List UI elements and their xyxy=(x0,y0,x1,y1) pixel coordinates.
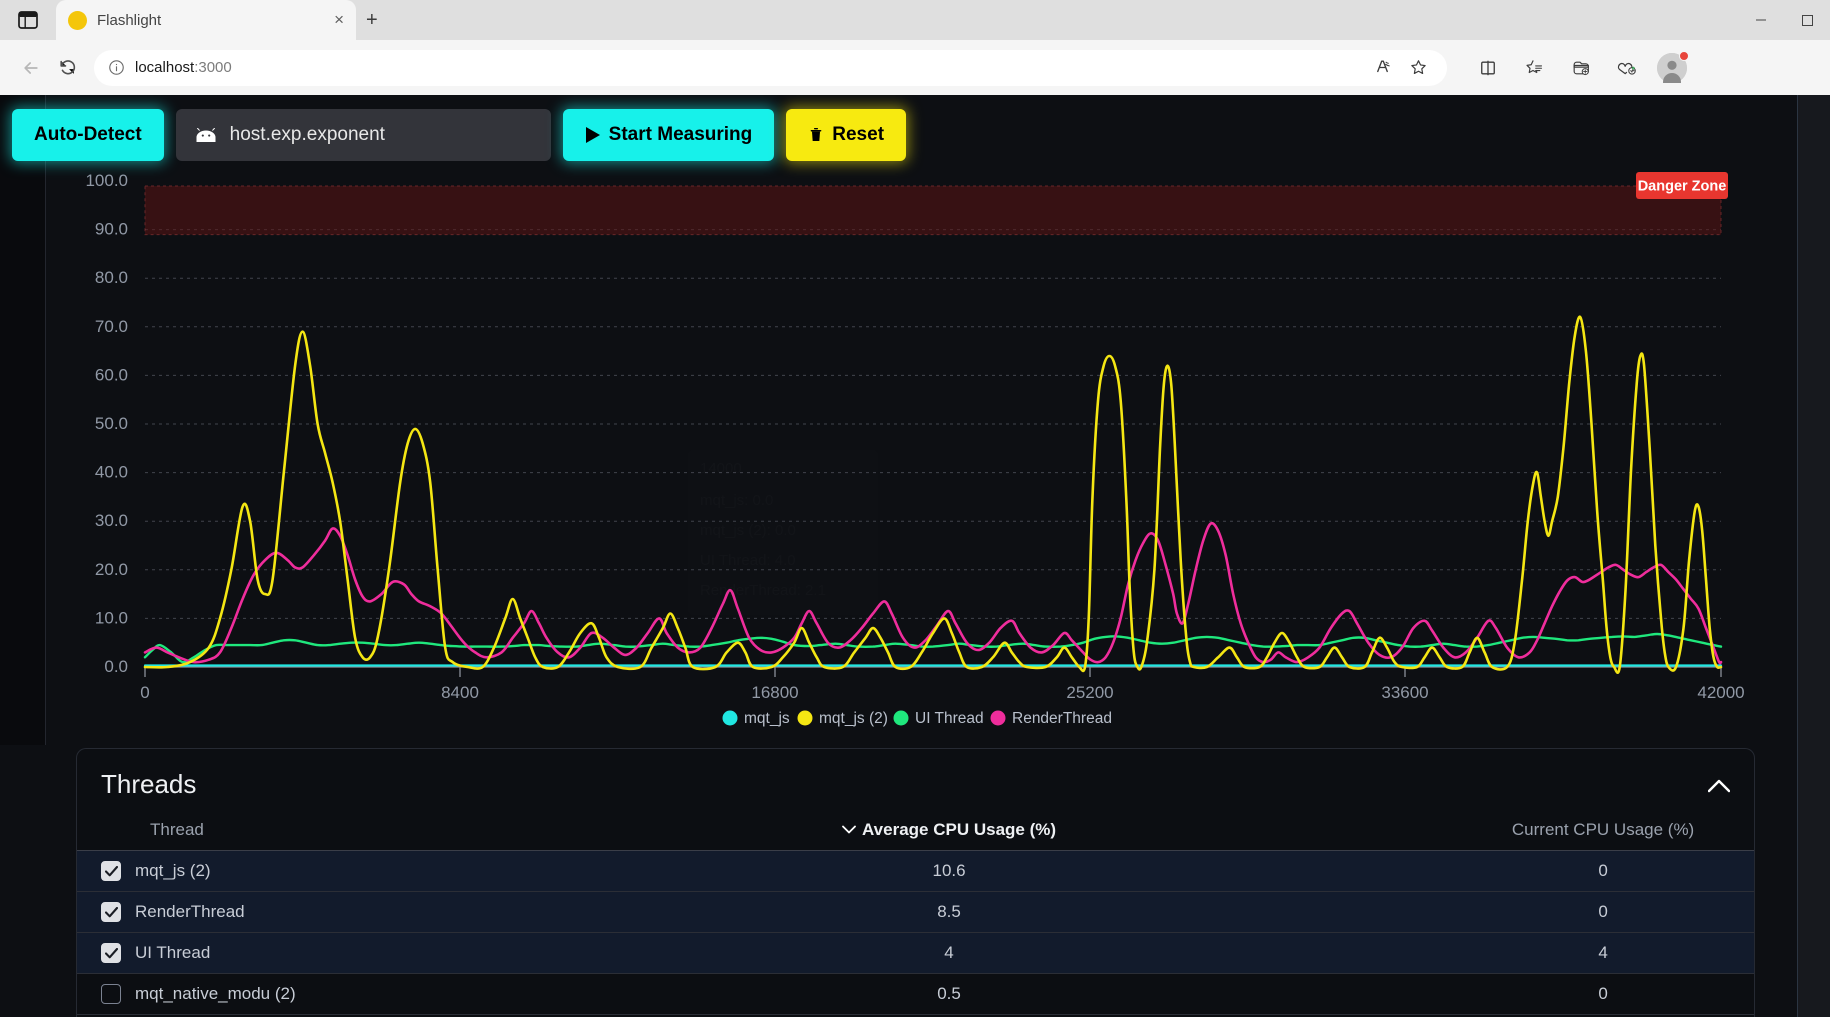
svg-text:mqt_js (2): 0.0: mqt_js (2): 0.0 xyxy=(700,522,796,539)
svg-text:10.0: 10.0 xyxy=(95,608,128,627)
svg-text:14000: 14000 xyxy=(700,460,742,477)
svg-text:UI Thread: UI Thread xyxy=(915,710,984,727)
svg-text:UI Thread: 4.0: UI Thread: 4.0 xyxy=(700,552,796,569)
svg-text:80.0: 80.0 xyxy=(95,268,128,287)
svg-text:50.0: 50.0 xyxy=(95,414,128,433)
svg-text:mqt_js: mqt_js xyxy=(744,710,790,727)
svg-text:8400: 8400 xyxy=(441,683,479,702)
svg-text:20.0: 20.0 xyxy=(95,560,128,579)
svg-text:25200: 25200 xyxy=(1066,683,1113,702)
svg-text:16800: 16800 xyxy=(751,683,798,702)
svg-text:40.0: 40.0 xyxy=(95,463,128,482)
svg-text:30.0: 30.0 xyxy=(95,511,128,530)
svg-text:33600: 33600 xyxy=(1381,683,1428,702)
svg-text:90.0: 90.0 xyxy=(95,220,128,239)
svg-text:42000: 42000 xyxy=(1697,683,1744,702)
svg-text:60.0: 60.0 xyxy=(95,365,128,384)
svg-text:mqt_js: 0.0: mqt_js: 0.0 xyxy=(700,492,773,509)
svg-text:RenderThread: RenderThread xyxy=(1012,710,1112,727)
svg-text:mqt_js (2): mqt_js (2) xyxy=(819,710,888,727)
svg-text:RenderThread: 2.1: RenderThread: 2.1 xyxy=(700,582,826,599)
svg-text:Danger Zone: Danger Zone xyxy=(1638,179,1727,195)
svg-text:0: 0 xyxy=(140,683,149,702)
svg-text:70.0: 70.0 xyxy=(95,317,128,336)
svg-text:100.0: 100.0 xyxy=(85,171,128,190)
svg-text:0.0: 0.0 xyxy=(104,657,128,676)
